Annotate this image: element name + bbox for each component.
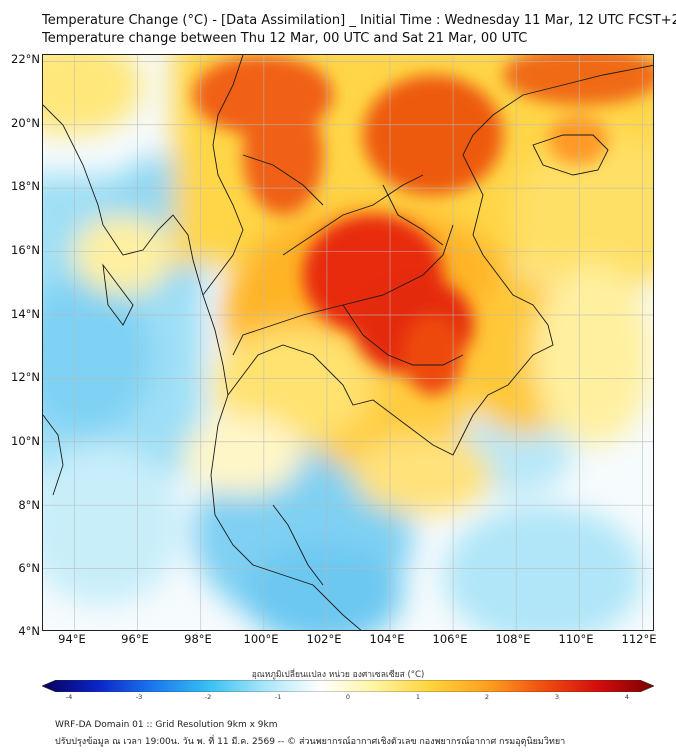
- lat-label-8n: 8°N: [18, 498, 40, 512]
- colorbar-tick: 4: [624, 693, 630, 701]
- coastlines: [43, 55, 653, 630]
- temperature-field: [43, 55, 653, 630]
- colorbar-tick: 1: [415, 693, 421, 701]
- lon-label-104e: 104°E: [369, 632, 405, 646]
- lon-label-96e: 96°E: [121, 632, 149, 646]
- lon-label-100e: 100°E: [243, 632, 279, 646]
- colorbar-tick: -3: [135, 693, 143, 701]
- lon-label-102e: 102°E: [306, 632, 342, 646]
- colorbar-tick: -2: [204, 693, 212, 701]
- lat-label-14n: 14°N: [11, 307, 40, 321]
- lat-label-22n: 22°N: [11, 52, 40, 66]
- lon-label-110e: 110°E: [558, 632, 594, 646]
- colorbar-tick: -4: [65, 693, 73, 701]
- colorbar: [42, 680, 654, 692]
- colorbar-title: อุณหภูมิเปลี่ยนแปลง หน่วย องศาเซลเซียส (…: [251, 670, 425, 680]
- lon-label-98e: 98°E: [184, 632, 212, 646]
- temperature-change-map: [42, 54, 654, 631]
- map-canvas: [43, 55, 653, 630]
- map-subtitle: Temperature change between Thu 12 Mar, 0…: [42, 31, 528, 46]
- colorbar-tick: -1: [274, 693, 282, 701]
- lat-label-20n: 20°N: [11, 116, 40, 130]
- colorbar-tick: 3: [554, 693, 560, 701]
- lon-label-94e: 94°E: [58, 632, 86, 646]
- footer-model-info: WRF-DA Domain 01 :: Grid Resolution 9km …: [55, 720, 278, 730]
- lat-label-12n: 12°N: [11, 370, 40, 384]
- lat-label-4n: 4°N: [18, 624, 40, 638]
- footer-credit: ปรับปรุงข้อมูล ณ เวลา 19:00น. วัน พ. ที่…: [55, 737, 566, 747]
- colorbar-tick: 2: [484, 693, 490, 701]
- lon-label-108e: 108°E: [495, 632, 531, 646]
- colorbar-tick: 0: [345, 693, 351, 701]
- hot-core: [193, 55, 653, 395]
- map-title: Temperature Change (°C) - [Data Assimila…: [42, 13, 676, 28]
- lat-label-18n: 18°N: [11, 179, 40, 193]
- lat-label-16n: 16°N: [11, 243, 40, 257]
- lat-label-6n: 6°N: [18, 561, 40, 575]
- lon-label-112e: 112°E: [621, 632, 657, 646]
- lat-label-10n: 10°N: [11, 434, 40, 448]
- lon-label-106e: 106°E: [432, 632, 468, 646]
- gridlines: [43, 55, 653, 630]
